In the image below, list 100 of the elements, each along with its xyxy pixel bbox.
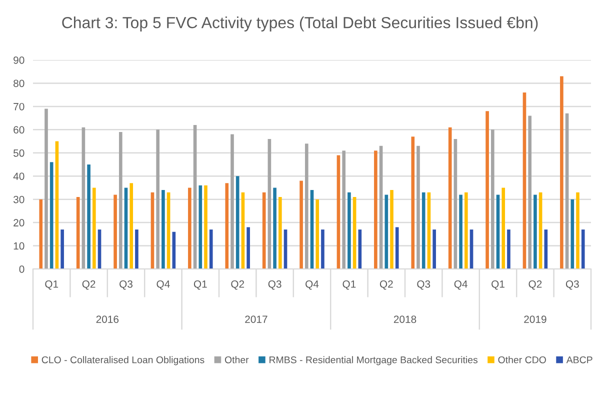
bar bbox=[422, 192, 426, 269]
bar bbox=[384, 194, 388, 269]
x-tick-label: Q4 bbox=[454, 280, 468, 290]
bar bbox=[464, 192, 468, 269]
x-tick-label: Q1 bbox=[45, 280, 58, 290]
bar bbox=[82, 127, 86, 269]
x-tick-label: Q2 bbox=[528, 280, 542, 290]
bar bbox=[581, 230, 585, 269]
x-tick-label: Q4 bbox=[156, 280, 170, 290]
bar bbox=[502, 188, 506, 269]
bar bbox=[76, 197, 80, 269]
y-tick-label: 50 bbox=[14, 149, 24, 157]
legend-label: CLO - Collateralised Loan Obligations bbox=[42, 356, 204, 366]
bar bbox=[230, 134, 234, 269]
bar bbox=[560, 76, 564, 269]
x-tick-label: Q3 bbox=[268, 280, 282, 290]
bar bbox=[448, 127, 452, 269]
bar bbox=[352, 197, 356, 269]
y-tick-label: 80 bbox=[14, 80, 24, 88]
bar bbox=[166, 192, 170, 269]
bar bbox=[348, 192, 351, 269]
text: 2017 bbox=[245, 316, 268, 323]
y-tick-label: 30 bbox=[13, 196, 24, 204]
bar bbox=[241, 192, 245, 269]
x-tick-label: Q2 bbox=[231, 280, 244, 290]
bar bbox=[44, 108, 48, 269]
bar bbox=[278, 197, 282, 269]
bar bbox=[268, 138, 272, 269]
bar bbox=[538, 192, 542, 269]
bar bbox=[130, 183, 134, 269]
bar bbox=[496, 194, 500, 269]
bar bbox=[416, 146, 420, 269]
bar bbox=[522, 92, 526, 269]
y-tick-label: 10 bbox=[14, 242, 24, 250]
bar bbox=[427, 192, 431, 269]
bar bbox=[486, 111, 489, 269]
bar bbox=[87, 164, 90, 269]
x-tick-label: Q3 bbox=[566, 280, 579, 290]
legend-label: Other CDO bbox=[498, 356, 546, 364]
bar bbox=[262, 192, 266, 269]
bar bbox=[342, 150, 346, 269]
bar bbox=[459, 194, 462, 269]
y-tick-label: 0 bbox=[19, 266, 24, 273]
bar bbox=[246, 227, 250, 269]
bar bbox=[209, 230, 213, 269]
bar bbox=[507, 230, 510, 269]
text: 2016 bbox=[96, 316, 119, 323]
bar bbox=[454, 138, 458, 269]
x-tick-label: Q3 bbox=[120, 280, 132, 290]
bar bbox=[193, 125, 197, 269]
bar bbox=[316, 199, 320, 269]
bar bbox=[188, 188, 192, 269]
bar bbox=[374, 150, 378, 269]
bar bbox=[39, 199, 43, 269]
x-tick-label: Q2 bbox=[82, 280, 96, 290]
bar bbox=[321, 230, 324, 269]
bar bbox=[198, 185, 202, 269]
text: 2018 bbox=[394, 316, 416, 323]
bar bbox=[156, 130, 160, 269]
bar bbox=[114, 194, 117, 269]
bar bbox=[55, 141, 59, 269]
bar bbox=[576, 192, 580, 269]
bar bbox=[310, 190, 314, 269]
bar bbox=[92, 188, 96, 269]
y-tick-label: 20 bbox=[14, 219, 24, 226]
bar bbox=[534, 194, 537, 269]
x-tick-label: Q3 bbox=[417, 280, 430, 290]
text: 2019 bbox=[524, 316, 546, 323]
x-tick-label: Q4 bbox=[306, 280, 319, 290]
bar bbox=[118, 132, 122, 269]
bar bbox=[395, 227, 399, 269]
bar bbox=[528, 116, 532, 269]
bar bbox=[50, 162, 54, 269]
bar bbox=[124, 188, 128, 269]
bar bbox=[432, 230, 436, 269]
bar bbox=[565, 113, 569, 269]
bar bbox=[390, 190, 394, 269]
bar bbox=[236, 176, 240, 269]
bar bbox=[304, 144, 308, 269]
bar bbox=[60, 230, 64, 269]
bar bbox=[570, 199, 574, 269]
bar bbox=[379, 146, 383, 269]
legend-label: RMBS - Residential Mortgage Backed Securities bbox=[270, 356, 478, 366]
bar bbox=[273, 188, 276, 269]
bar bbox=[135, 230, 138, 269]
bar bbox=[225, 183, 229, 269]
bar bbox=[411, 136, 415, 269]
x-tick-label: Q1 bbox=[492, 280, 504, 290]
x-tick-label: Q2 bbox=[380, 280, 393, 290]
y-tick-label: 40 bbox=[13, 172, 24, 180]
bar bbox=[150, 192, 154, 269]
y-tick-label: 90 bbox=[14, 56, 24, 64]
bar bbox=[204, 185, 208, 269]
chart-title: Chart 3: Top 5 FVC Activity types (Total Debt Securities Issued €bn) bbox=[62, 16, 538, 32]
bar bbox=[490, 130, 494, 269]
bar bbox=[162, 190, 165, 269]
y-tick-label: 70 bbox=[14, 102, 24, 110]
bar bbox=[300, 180, 303, 269]
legend-label: Other bbox=[224, 356, 249, 364]
x-tick-label: Q1 bbox=[194, 280, 207, 290]
